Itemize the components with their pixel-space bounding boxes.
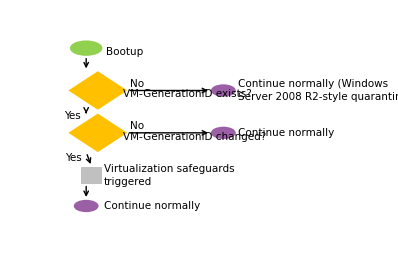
Ellipse shape <box>211 84 236 97</box>
Polygon shape <box>68 114 127 152</box>
Text: VM-GenerationID exists?: VM-GenerationID exists? <box>123 89 252 99</box>
Ellipse shape <box>74 200 99 212</box>
Text: Continue normally (Windows
Server 2008 R2-style quarantine): Continue normally (Windows Server 2008 R… <box>238 79 398 102</box>
Ellipse shape <box>211 127 236 139</box>
Text: Bootup: Bootup <box>105 47 143 57</box>
Text: Virtualization safeguards
triggered: Virtualization safeguards triggered <box>104 164 235 187</box>
Text: Continue normally: Continue normally <box>104 201 200 211</box>
Polygon shape <box>68 71 127 110</box>
Text: No: No <box>130 121 144 131</box>
Text: No: No <box>130 79 144 89</box>
Text: Yes: Yes <box>65 153 82 163</box>
Text: Yes: Yes <box>64 111 81 121</box>
Text: VM-GenerationID changed?: VM-GenerationID changed? <box>123 132 267 142</box>
Ellipse shape <box>70 41 102 56</box>
Text: Continue normally: Continue normally <box>238 128 334 138</box>
Bar <box>81 167 102 184</box>
